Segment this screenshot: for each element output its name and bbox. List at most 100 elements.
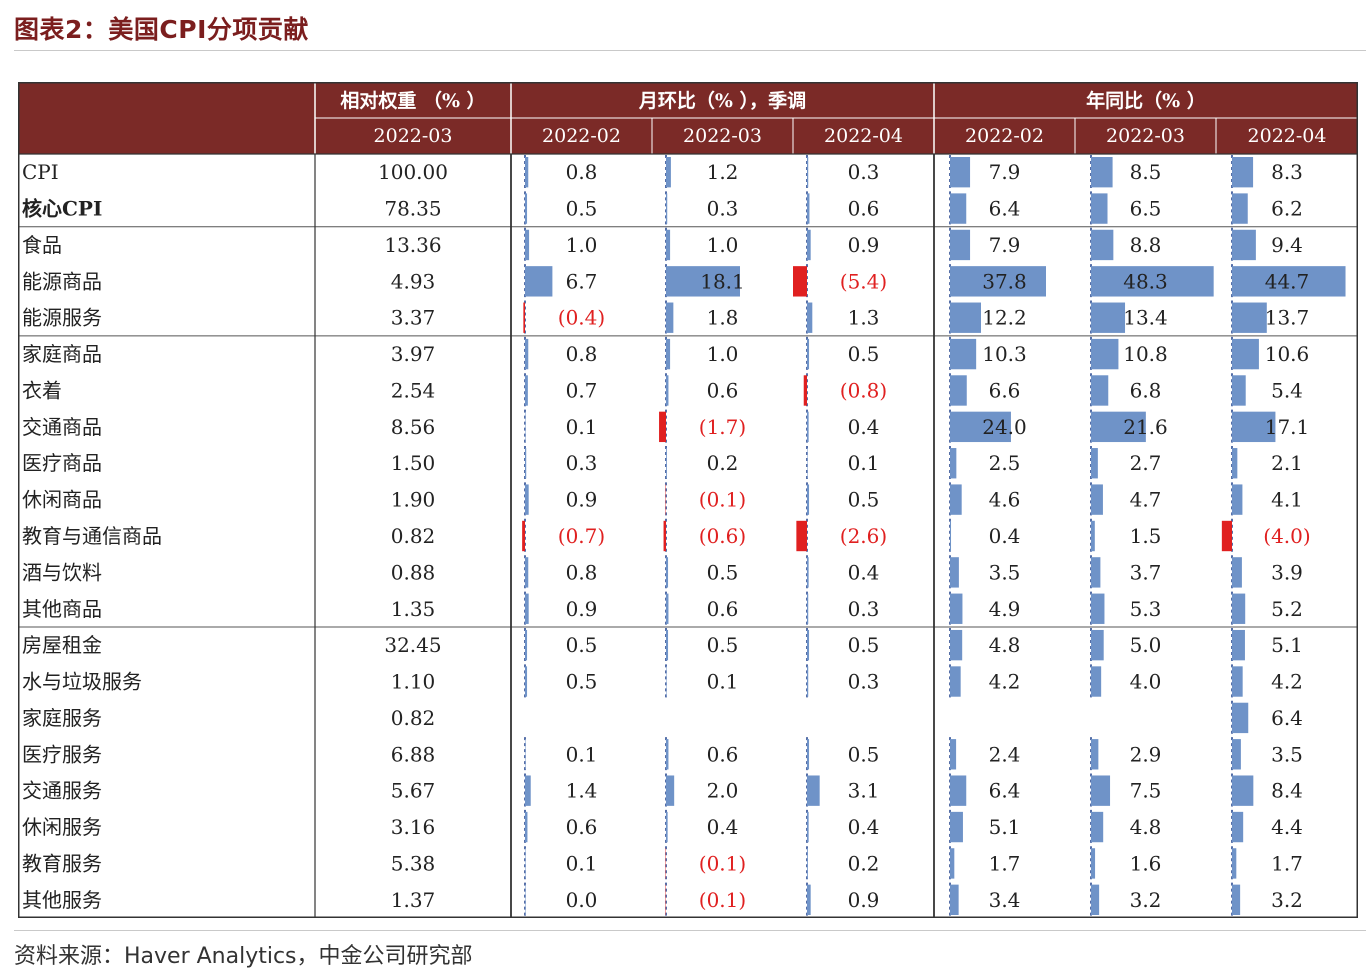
value-positive: 6.8 <box>1130 378 1162 402</box>
weight-value: 0.82 <box>391 524 436 548</box>
row-label: 核心CPI <box>22 197 102 221</box>
value-positive: 0.5 <box>848 342 880 366</box>
source-note: 资料来源：Haver Analytics，中金公司研究部 <box>14 944 473 969</box>
value-positive: 0.5 <box>566 670 598 694</box>
value-positive: 0.2 <box>707 451 739 475</box>
value-positive: 5.4 <box>1271 378 1303 402</box>
bar-positive <box>1091 666 1102 697</box>
value-positive: 1.2 <box>707 160 739 184</box>
value-positive: 0.9 <box>566 597 598 621</box>
value-positive: 0.8 <box>566 160 598 184</box>
bar-positive <box>666 193 668 224</box>
value-positive: 6.6 <box>989 378 1021 402</box>
bar-positive <box>950 229 971 261</box>
bar-positive <box>1091 520 1095 552</box>
value-positive: 5.2 <box>1271 597 1303 621</box>
weight-value: 0.82 <box>391 706 436 730</box>
value-positive: 3.5 <box>989 560 1021 584</box>
bar-positive <box>1091 411 1146 443</box>
bar-positive <box>950 266 1046 297</box>
bar-positive <box>525 666 528 697</box>
value-positive: 0.8 <box>566 560 598 584</box>
bar-positive <box>1232 266 1346 297</box>
bar-positive <box>1091 266 1214 297</box>
value-positive: 5.1 <box>1271 633 1303 657</box>
value-positive: 2.1 <box>1271 451 1303 475</box>
weight-value: 6.88 <box>391 742 436 766</box>
value-positive: 13.4 <box>1123 306 1168 330</box>
bar-positive <box>950 666 961 697</box>
bar-positive <box>666 629 669 661</box>
value-positive: 48.3 <box>1123 269 1168 293</box>
value-positive: 2.5 <box>989 451 1021 475</box>
bar-positive <box>807 775 820 806</box>
value-positive: 7.5 <box>1130 779 1162 803</box>
bar-positive <box>1232 884 1241 915</box>
bar-positive <box>1091 884 1100 915</box>
bar-positive <box>1091 302 1126 333</box>
value-positive: 13.7 <box>1265 306 1310 330</box>
bar-positive <box>807 593 809 624</box>
bar-positive <box>525 484 529 515</box>
value-negative: (5.4) <box>840 269 887 293</box>
value-positive: 0.5 <box>707 560 739 584</box>
bar-negative <box>663 520 666 552</box>
bar-positive <box>1091 629 1104 661</box>
bar-positive <box>525 338 529 370</box>
row-label: 能源服务 <box>22 306 102 330</box>
value-positive: 0.4 <box>848 415 880 439</box>
weight-value: 1.90 <box>391 488 436 512</box>
value-positive: 5.3 <box>1130 597 1162 621</box>
cpi-contribution-table: 相对权重 （% ） 月环比（% ），季调 年同比（% ） 2022-03 2022-02… <box>18 82 1358 918</box>
bar-positive <box>1232 702 1249 734</box>
bar-positive <box>525 411 526 443</box>
value-positive: 10.6 <box>1265 342 1310 366</box>
value-positive: 4.4 <box>1271 815 1303 839</box>
value-positive: 3.5 <box>1271 742 1303 766</box>
bar-positive <box>950 775 967 806</box>
bar-positive <box>950 193 967 224</box>
row-label: 其他服务 <box>22 888 102 912</box>
value-positive: 0.8 <box>566 342 598 366</box>
value-negative: (0.6) <box>699 524 746 548</box>
value-positive: 1.7 <box>1271 851 1303 875</box>
bar-positive <box>666 338 671 370</box>
weight-value: 1.35 <box>391 597 436 621</box>
bar-positive <box>950 811 963 843</box>
bar-positive <box>666 266 740 297</box>
bar-positive <box>950 375 967 406</box>
value-positive: 8.3 <box>1271 160 1303 184</box>
row-label: 医疗服务 <box>22 742 102 766</box>
value-positive: 21.6 <box>1123 415 1168 439</box>
bar-positive <box>1232 338 1259 370</box>
value-positive: 6.2 <box>1271 197 1303 221</box>
weight-value: 1.10 <box>391 670 436 694</box>
bar-positive <box>666 666 667 697</box>
value-positive: 0.6 <box>707 742 739 766</box>
weight-value: 78.35 <box>384 197 441 221</box>
bar-positive <box>666 229 671 261</box>
value-positive: 4.9 <box>989 597 1021 621</box>
value-positive: 44.7 <box>1265 269 1310 293</box>
bar-positive <box>1091 375 1109 406</box>
bar-positive <box>1091 448 1098 479</box>
bar-positive <box>666 811 668 843</box>
bar-positive <box>950 557 959 588</box>
weight-value: 8.56 <box>391 415 436 439</box>
value-positive: 7.9 <box>989 160 1021 184</box>
row-label: 教育与通信商品 <box>22 524 162 548</box>
bar-positive <box>807 484 810 515</box>
value-positive: 0.1 <box>848 451 880 475</box>
row-label: 医疗商品 <box>22 451 102 475</box>
weight-value: 2.54 <box>391 378 436 402</box>
bar-positive <box>950 884 959 915</box>
bar-negative <box>659 411 666 443</box>
value-positive: 9.4 <box>1271 233 1303 257</box>
weight-value: 5.38 <box>391 851 436 875</box>
value-positive: 6.4 <box>989 779 1021 803</box>
figure-title: 图表2：美国CPI分项贡献 <box>14 15 309 44</box>
value-positive: 4.7 <box>1130 488 1162 512</box>
value-positive: 6.4 <box>1271 706 1303 730</box>
row-label: 房屋租金 <box>22 633 102 657</box>
value-positive: 4.2 <box>1271 670 1303 694</box>
